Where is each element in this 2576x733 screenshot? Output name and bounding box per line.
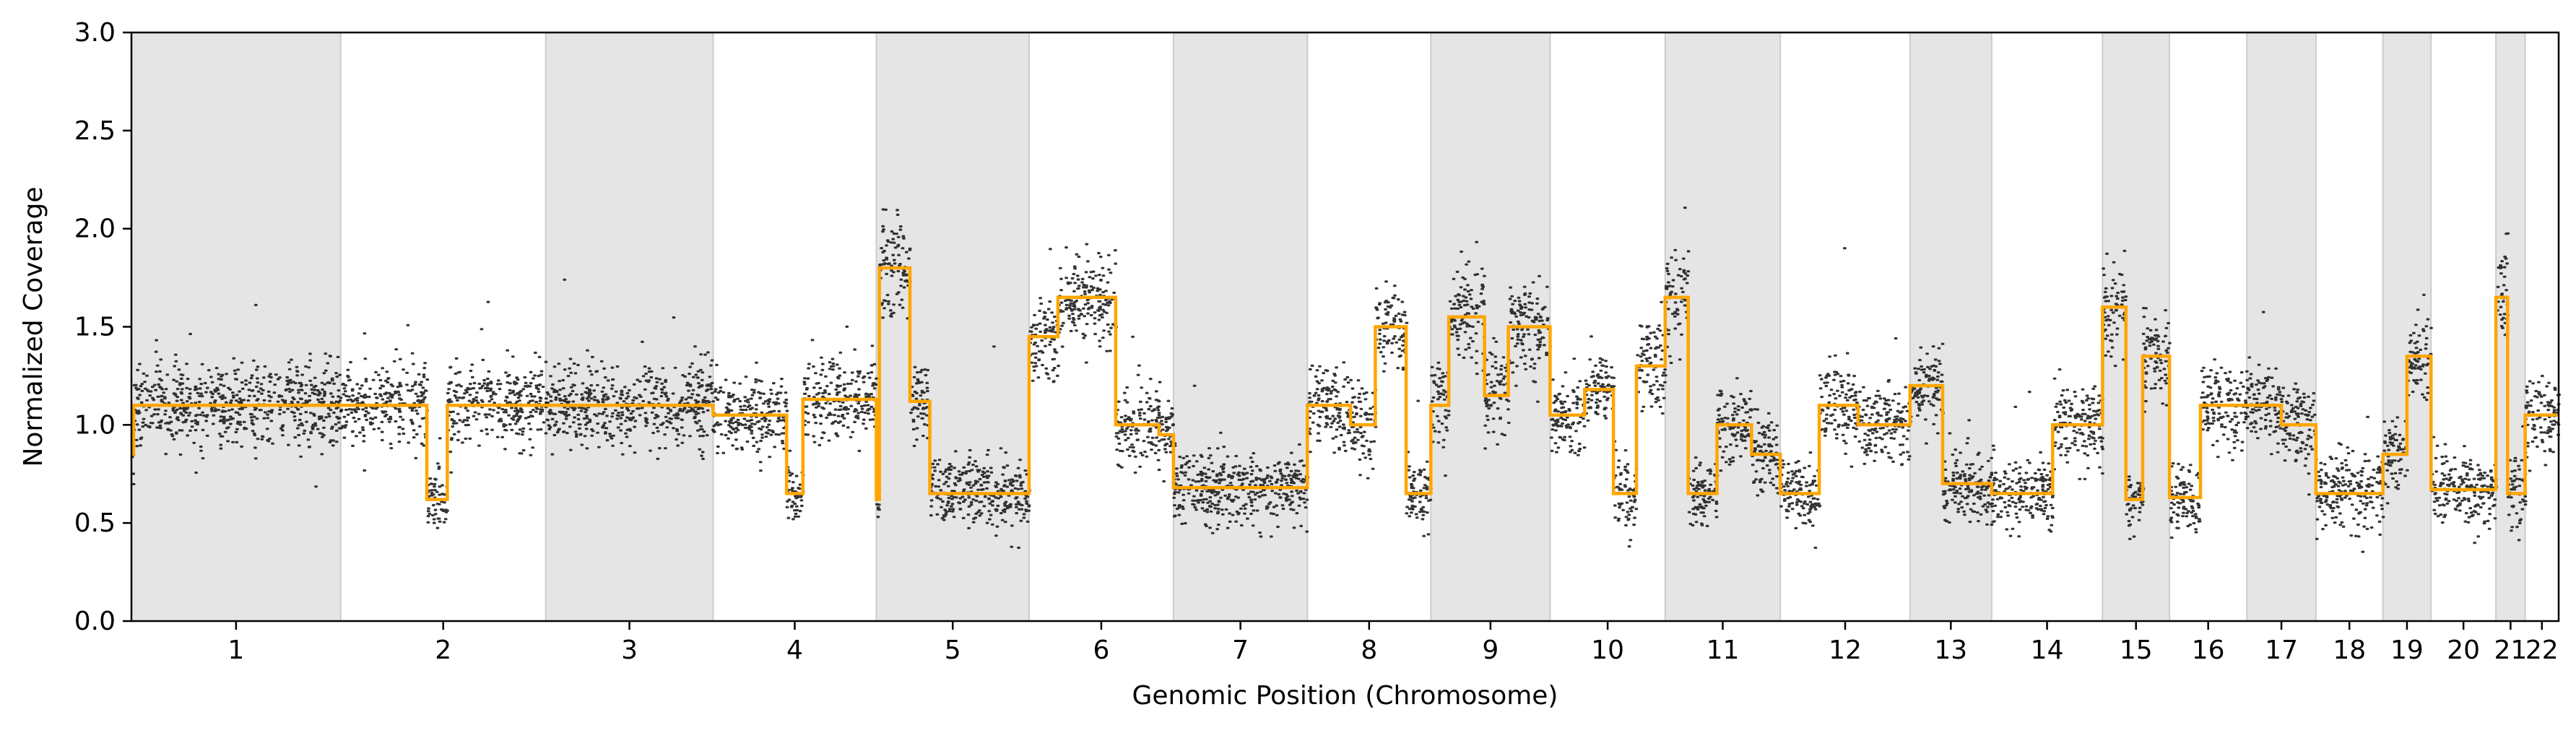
x-tick-label-chr-8: 8 bbox=[1361, 636, 1377, 665]
chromosome-band-5 bbox=[875, 32, 1030, 622]
chromosome-band-15 bbox=[2102, 32, 2171, 622]
chromosome-band-3 bbox=[545, 32, 714, 622]
chromosome-band-1 bbox=[131, 32, 342, 622]
x-tick-label-chr-11: 11 bbox=[1707, 636, 1740, 665]
coverage-points-chr-2 bbox=[339, 300, 548, 529]
y-tick-label: 0.5 bbox=[74, 508, 116, 538]
segment-line bbox=[131, 266, 2559, 501]
coverage-points-chr-18 bbox=[2315, 415, 2385, 553]
chromosome-band-7 bbox=[1172, 32, 1309, 622]
x-tick-label-chr-21: 21 bbox=[2494, 636, 2527, 665]
y-tick-label: 2.0 bbox=[74, 214, 116, 244]
coverage-points-chr-7 bbox=[1172, 384, 1310, 538]
x-tick-label-chr-14: 14 bbox=[2031, 636, 2064, 665]
x-tick-label-chr-5: 5 bbox=[945, 636, 961, 665]
x-tick-label-chr-4: 4 bbox=[786, 636, 803, 665]
coverage-points-chr-8 bbox=[1306, 280, 1433, 537]
chromosome-band-17 bbox=[2246, 32, 2317, 622]
x-tick-label-chr-22: 22 bbox=[2525, 636, 2559, 665]
x-axis-label: Genomic Position (Chromosome) bbox=[1132, 681, 1558, 711]
coverage-points-chr-12 bbox=[1779, 247, 1912, 550]
x-tick-label-chr-3: 3 bbox=[621, 636, 638, 665]
y-tick-label: 1.0 bbox=[74, 410, 116, 440]
chromosome-band-13 bbox=[1909, 32, 1992, 622]
coverage-points-chr-14 bbox=[1990, 368, 2104, 538]
x-tick-label-chr-7: 7 bbox=[1232, 636, 1249, 665]
chromosome-band-11 bbox=[1664, 32, 1782, 622]
x-tick-label-chr-19: 19 bbox=[2390, 636, 2424, 665]
x-tick-label-chr-13: 13 bbox=[1934, 636, 1967, 665]
y-tick-label: 1.5 bbox=[74, 313, 116, 342]
y-tick-label: 3.0 bbox=[74, 18, 116, 48]
y-tick-label: 0.0 bbox=[74, 607, 116, 636]
x-tick-label-chr-10: 10 bbox=[1591, 636, 1624, 665]
y-axis-ticks: 0.0 0.5 1.0 1.5 2.0 2.5 3.0 bbox=[74, 18, 131, 636]
chromosome-band-19 bbox=[2382, 32, 2432, 622]
x-tick-label-chr-18: 18 bbox=[2333, 636, 2366, 665]
coverage-points-chr-19 bbox=[2382, 293, 2433, 505]
x-tick-label-chr-2: 2 bbox=[435, 636, 451, 665]
coverage-points-chr-10 bbox=[1550, 300, 1668, 548]
x-tick-label-chr-12: 12 bbox=[1829, 636, 1862, 665]
x-tick-label-chr-20: 20 bbox=[2447, 636, 2480, 665]
coverage-points-chr-22 bbox=[2524, 375, 2561, 472]
x-tick-label-chr-6: 6 bbox=[1093, 636, 1109, 665]
coverage-points-chr-16 bbox=[2169, 358, 2250, 539]
x-tick-label-chr-16: 16 bbox=[2192, 636, 2225, 665]
coverage-points-chr-17 bbox=[2245, 311, 2318, 496]
x-tick-label-chr-1: 1 bbox=[227, 636, 244, 665]
y-tick-label: 2.5 bbox=[74, 116, 116, 146]
coverage-points-chr-4 bbox=[712, 325, 879, 521]
coverage-points-chr-6 bbox=[1028, 243, 1175, 483]
chromosome-bands bbox=[131, 32, 2526, 622]
y-axis-label: Normalized Coverage bbox=[19, 186, 48, 467]
x-tick-label-chr-17: 17 bbox=[2265, 636, 2298, 665]
coverage-points bbox=[130, 207, 2561, 553]
segment-lines bbox=[131, 266, 2559, 501]
x-tick-label-chr-9: 9 bbox=[1482, 636, 1499, 665]
x-tick-label-chr-15: 15 bbox=[2120, 636, 2153, 665]
